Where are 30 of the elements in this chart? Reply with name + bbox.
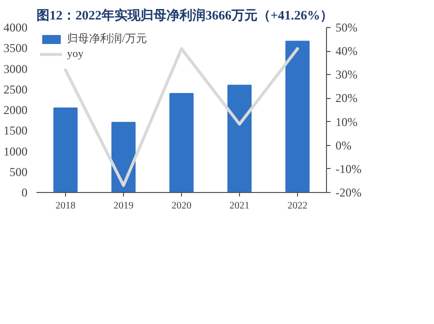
chart-title: 图12：2022年实现归母净利润3666万元（+41.26%） xyxy=(36,8,334,22)
y-tick-label: 500 xyxy=(10,164,28,179)
y-tick-label: 1000 xyxy=(4,144,28,158)
y2-tick-label: 0% xyxy=(336,138,352,152)
bar xyxy=(227,84,252,192)
y-tick-label: 2500 xyxy=(4,82,28,96)
x-tick-label: 2019 xyxy=(114,200,134,212)
x-tick-label: 2018 xyxy=(56,200,76,212)
y2-tick-label: 10% xyxy=(336,114,358,129)
y2-tick-label: 30% xyxy=(336,68,358,82)
y2-tick-label: 40% xyxy=(336,44,358,58)
y2-tick-label: -10% xyxy=(336,162,362,176)
y2-tick-label: 20% xyxy=(336,91,358,106)
legend-label: 归母净利润/万元 xyxy=(67,32,148,46)
x-tick-label: 2020 xyxy=(172,200,192,212)
legend-label: yoy xyxy=(67,48,84,60)
y2-tick-label: 50% xyxy=(336,20,358,34)
y-tick-label: 4000 xyxy=(4,20,28,34)
bar xyxy=(285,40,310,192)
y-tick-label: 0 xyxy=(22,186,28,200)
line-series xyxy=(64,47,299,187)
y-tick-label: 1500 xyxy=(4,124,28,138)
y-tick-label: 3500 xyxy=(4,41,28,56)
x-tick-label: 2021 xyxy=(230,200,250,212)
y2-tick-label: -20% xyxy=(336,186,362,200)
x-tick-label: 2022 xyxy=(288,200,308,212)
y-tick-label: 3000 xyxy=(4,62,28,76)
y-tick-label: 2000 xyxy=(4,103,28,117)
bar xyxy=(169,93,194,192)
bar xyxy=(53,107,78,192)
